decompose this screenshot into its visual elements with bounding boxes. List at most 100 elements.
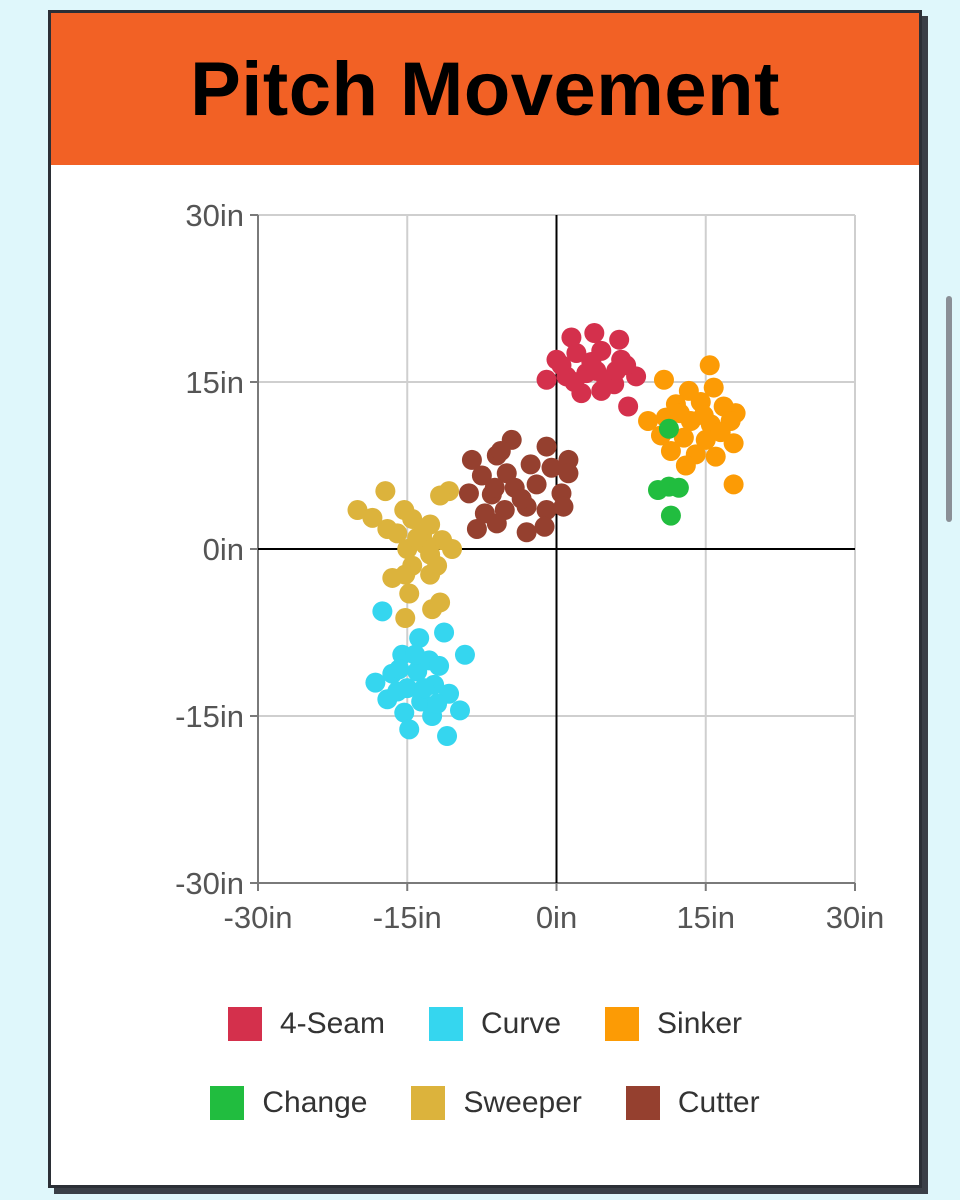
curve-point bbox=[454, 644, 475, 665]
legend-item: Curve bbox=[428, 1007, 562, 1041]
cutter-point bbox=[541, 457, 562, 478]
legend-label: Curve bbox=[480, 1007, 562, 1040]
sweeper-point bbox=[375, 481, 396, 502]
title-banner: Pitch Movement bbox=[51, 13, 919, 165]
curve-point bbox=[389, 659, 410, 680]
change-point bbox=[660, 505, 681, 526]
curve-point bbox=[394, 702, 415, 723]
sweeper-point bbox=[430, 592, 451, 613]
curve-point bbox=[365, 672, 386, 693]
curve-point bbox=[387, 681, 408, 702]
legend-item: Change bbox=[210, 1086, 367, 1120]
y-tick-label: -15in bbox=[175, 699, 244, 734]
4-seam-point bbox=[551, 355, 572, 376]
legend-label: Cutter bbox=[677, 1086, 760, 1119]
scatter-plot: 30in 15in 0in -15in -30in-30in -15in 0in 15in 30… bbox=[175, 198, 885, 935]
sinker-point bbox=[703, 377, 724, 398]
sweeper-point bbox=[347, 500, 368, 521]
change-point bbox=[658, 418, 679, 439]
curve-point bbox=[407, 661, 428, 682]
sinker-point bbox=[699, 355, 720, 376]
sinker-point bbox=[653, 369, 674, 390]
curve-point bbox=[429, 655, 450, 676]
legend-item: Cutter bbox=[625, 1086, 760, 1120]
4-seam-point bbox=[609, 329, 630, 350]
legend-swatch bbox=[227, 1007, 262, 1041]
sweeper-point bbox=[407, 527, 428, 548]
legend-item: 4-Seam bbox=[227, 1007, 385, 1041]
cutter-point bbox=[486, 513, 507, 534]
sinker-point bbox=[693, 405, 714, 426]
curve-point bbox=[405, 644, 426, 665]
vertical-scrollbar[interactable] bbox=[946, 296, 952, 522]
curve-point bbox=[427, 693, 448, 714]
cutter-point bbox=[490, 441, 511, 462]
cutter-point bbox=[461, 449, 482, 470]
4-seam-point bbox=[536, 369, 557, 390]
legend-swatch bbox=[428, 1007, 463, 1041]
sinker-point bbox=[669, 403, 690, 424]
x-tick-label: 30in bbox=[826, 900, 885, 935]
4-seam-point bbox=[586, 360, 607, 381]
cutter-point bbox=[526, 474, 547, 495]
sweeper-point bbox=[362, 507, 383, 528]
legend-swatch bbox=[605, 1007, 640, 1041]
curve-point bbox=[449, 700, 470, 721]
legend-row-1: 4-Seam Curve Sinker bbox=[51, 1007, 919, 1041]
cutter-point bbox=[536, 436, 557, 457]
cutter-point bbox=[534, 516, 555, 537]
sweeper-point bbox=[402, 508, 423, 529]
4-seam-point bbox=[564, 372, 585, 392]
cutter-point bbox=[516, 522, 537, 543]
legend-label: Sinker bbox=[657, 1007, 743, 1040]
cutter-point bbox=[536, 500, 557, 521]
curve-point bbox=[372, 601, 393, 622]
sweeper-point bbox=[395, 608, 416, 629]
curve-point bbox=[399, 719, 420, 740]
sinker-point bbox=[695, 429, 716, 450]
y-tick-label: 0in bbox=[203, 532, 244, 567]
sweeper-point bbox=[442, 539, 463, 559]
cutter-point bbox=[466, 518, 487, 539]
legend-swatch bbox=[210, 1086, 245, 1120]
legend-label: 4-Seam bbox=[279, 1007, 385, 1040]
x-tick-label: -15in bbox=[373, 900, 442, 935]
4-seam-point bbox=[584, 323, 605, 344]
legend-label: Sweeper bbox=[463, 1086, 582, 1119]
legend-item: Sinker bbox=[605, 1007, 742, 1041]
legend-item: Sweeper bbox=[411, 1086, 582, 1120]
sinker-point bbox=[723, 433, 744, 454]
sinker-point bbox=[705, 446, 726, 467]
sweeper-point bbox=[420, 564, 441, 585]
y-tick-label: -30in bbox=[175, 866, 244, 901]
sweeper-point bbox=[399, 583, 420, 604]
legend-label: Change bbox=[262, 1086, 368, 1119]
sinker-point bbox=[710, 422, 731, 443]
x-tick-label: -30in bbox=[224, 900, 293, 935]
chart-card: Pitch Movement 30in 15in 0in -15in -30in -30i… bbox=[48, 10, 922, 1188]
chart-title: Pitch Movement bbox=[190, 46, 780, 132]
4-seam-point bbox=[561, 327, 582, 348]
legend-swatch bbox=[625, 1086, 660, 1120]
sinker-point bbox=[638, 410, 659, 431]
change-point bbox=[668, 477, 689, 498]
sweeper-point bbox=[430, 485, 451, 506]
sinker-point bbox=[673, 427, 694, 448]
cutter-point bbox=[553, 496, 574, 517]
sweeper-point bbox=[387, 523, 408, 544]
curve-point bbox=[437, 726, 458, 747]
cutter-point bbox=[458, 483, 479, 504]
x-tick-label: 0in bbox=[536, 900, 577, 935]
4-seam-point bbox=[566, 343, 587, 364]
cutter-point bbox=[520, 454, 541, 475]
sinker-point bbox=[723, 474, 744, 495]
legend-row-2: Change Sweeper Cutter bbox=[51, 1086, 919, 1120]
x-tick-label: 15in bbox=[676, 900, 735, 935]
curve-point bbox=[434, 622, 455, 643]
curve-point bbox=[409, 628, 430, 649]
sinker-point bbox=[675, 455, 696, 476]
cutter-point bbox=[484, 477, 505, 498]
legend-swatch bbox=[411, 1086, 446, 1120]
sweeper-point bbox=[395, 564, 416, 585]
curve-point bbox=[414, 678, 435, 699]
